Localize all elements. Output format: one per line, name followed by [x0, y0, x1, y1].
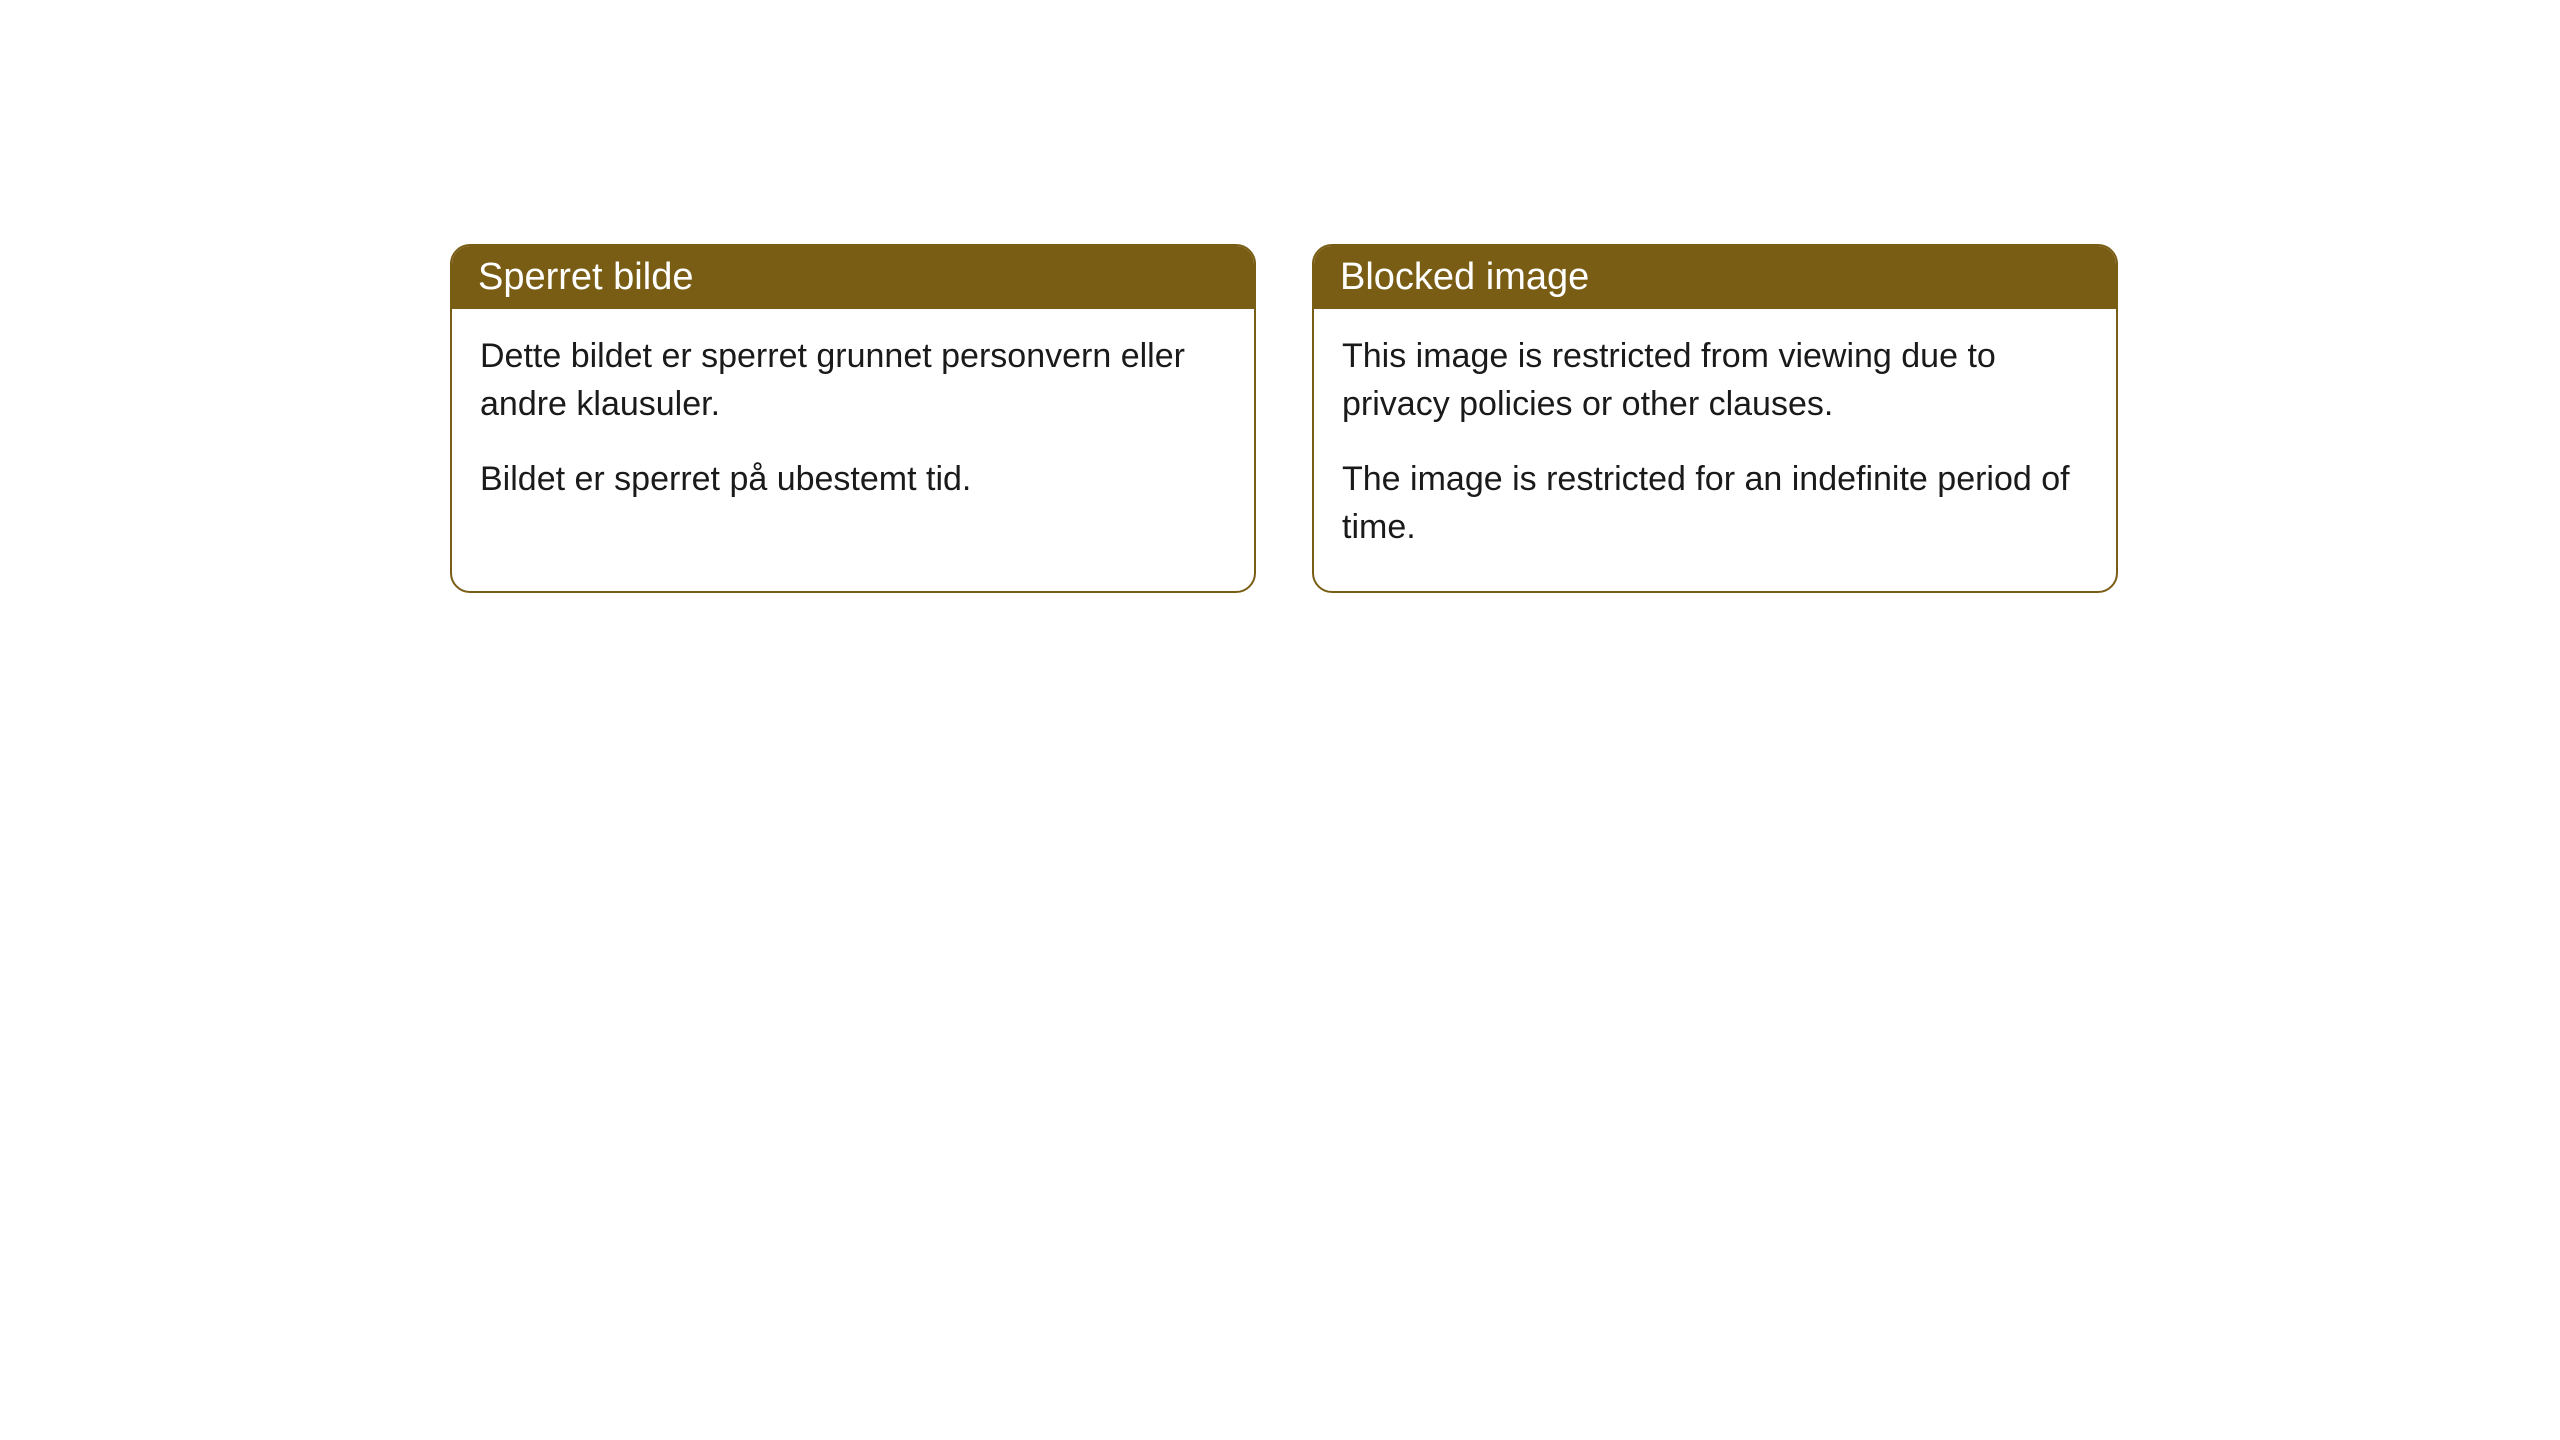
card-paragraph-1: This image is restricted from viewing du…: [1342, 333, 2088, 428]
card-header-english: Blocked image: [1314, 246, 2116, 309]
notice-cards-container: Sperret bilde Dette bildet er sperret gr…: [450, 244, 2118, 593]
card-paragraph-1: Dette bildet er sperret grunnet personve…: [480, 333, 1226, 428]
blocked-image-card-english: Blocked image This image is restricted f…: [1312, 244, 2118, 593]
card-body-english: This image is restricted from viewing du…: [1314, 309, 2116, 591]
card-paragraph-2: Bildet er sperret på ubestemt tid.: [480, 456, 1226, 504]
blocked-image-card-norwegian: Sperret bilde Dette bildet er sperret gr…: [450, 244, 1256, 593]
card-title: Sperret bilde: [478, 256, 693, 298]
card-paragraph-2: The image is restricted for an indefinit…: [1342, 456, 2088, 551]
card-body-norwegian: Dette bildet er sperret grunnet personve…: [452, 309, 1254, 544]
card-header-norwegian: Sperret bilde: [452, 246, 1254, 309]
card-title: Blocked image: [1340, 256, 1589, 298]
